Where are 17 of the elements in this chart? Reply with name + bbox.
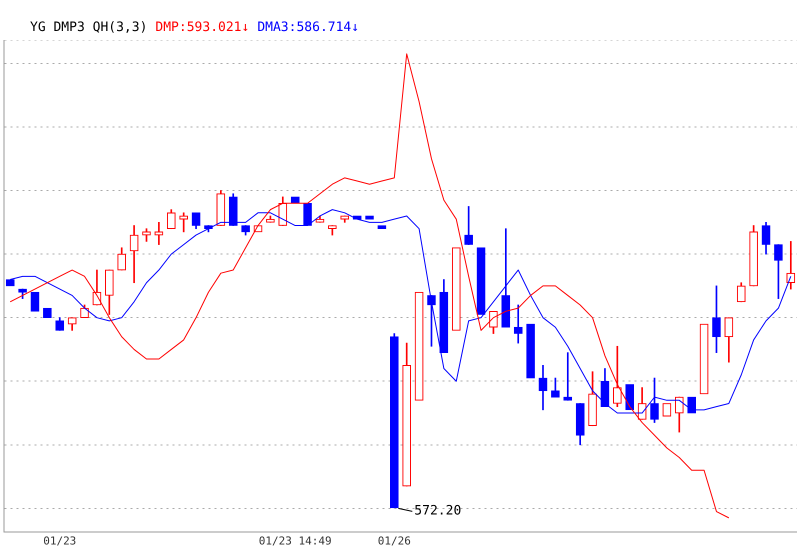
candlestick (476, 247, 486, 315)
x-tick-label: 01/23 14:49 (258, 534, 332, 548)
annotation: 572.20 (414, 504, 462, 519)
candlestick (452, 247, 461, 331)
candlestick (30, 292, 40, 312)
text: DMP:593.021↓ (155, 20, 250, 35)
candlestick (526, 324, 535, 378)
chart-title: YG DMP3 QH(3,3) (30, 20, 148, 35)
candlestick (625, 384, 634, 410)
candlestick (414, 292, 424, 401)
text: DMA3:586.714↓ (257, 20, 360, 35)
candlestick (365, 216, 374, 220)
x-tick-label: 01/26 (378, 534, 411, 548)
candlestick (700, 324, 708, 394)
candlestick (427, 295, 436, 347)
candlestick (378, 225, 386, 230)
x-tick-label: 01/23 (43, 534, 76, 548)
